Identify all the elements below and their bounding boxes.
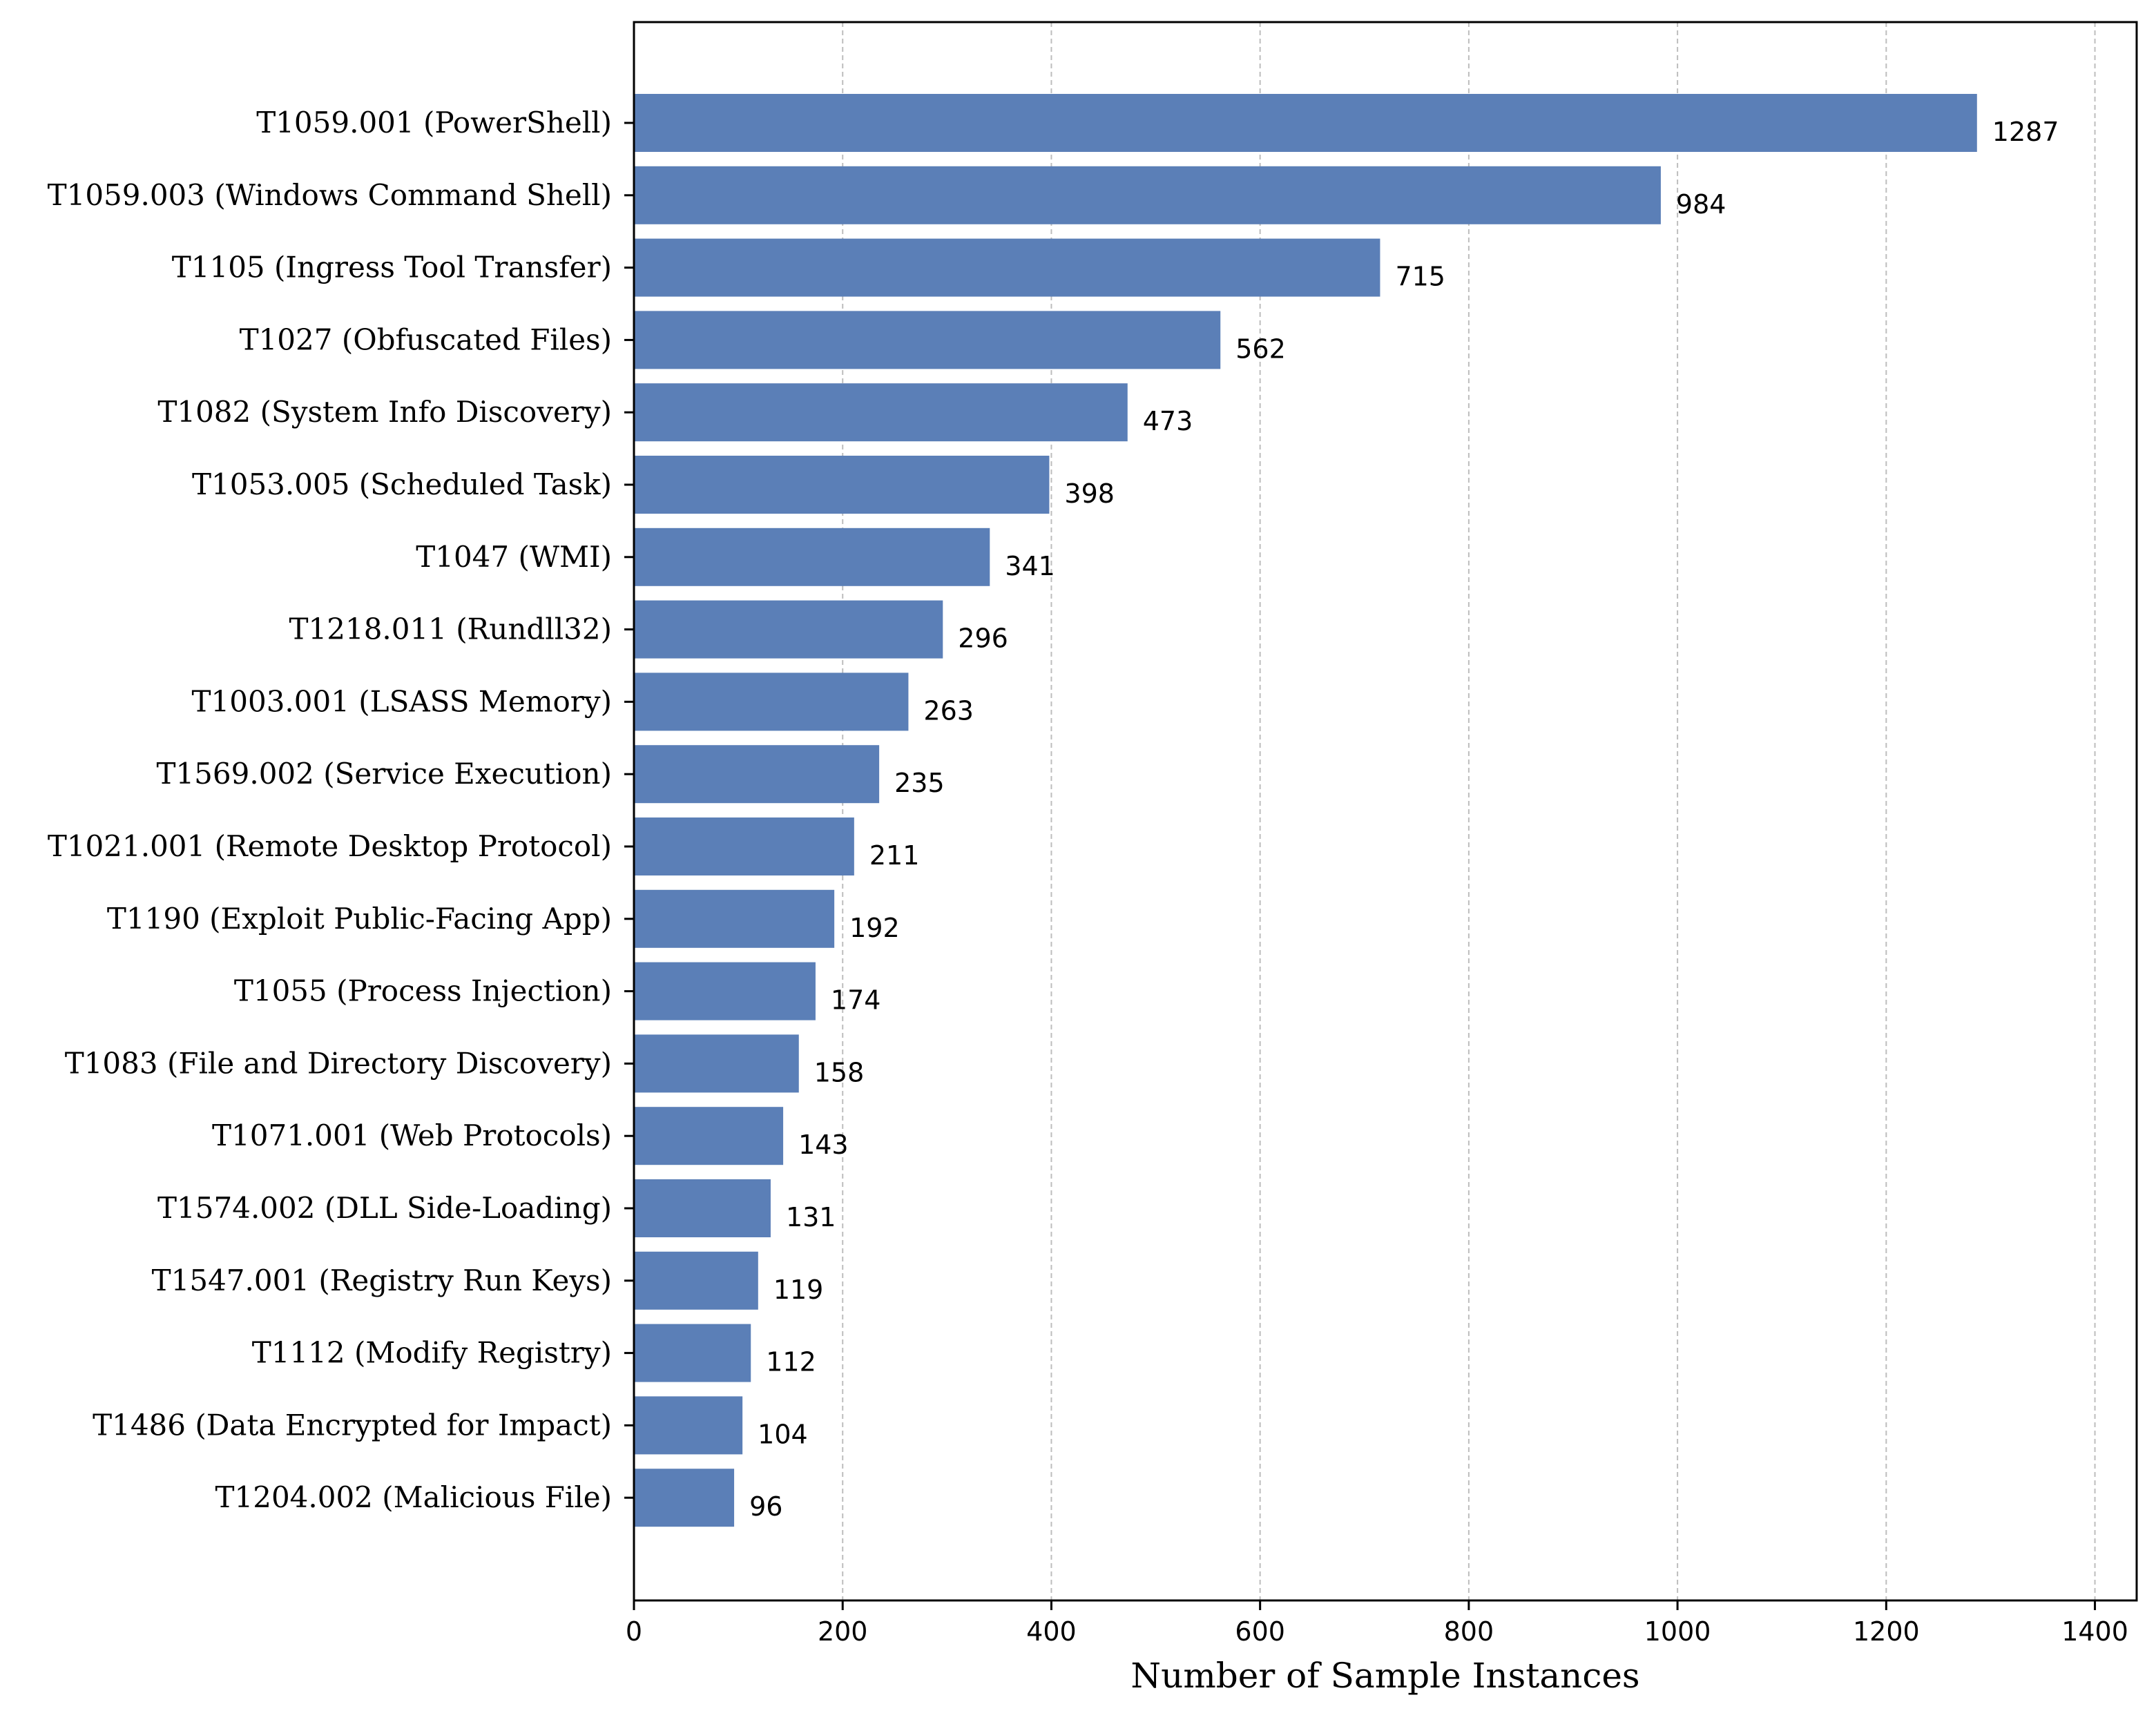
bars <box>634 94 1977 1527</box>
category-label: T1547.001 (Registry Run Keys) <box>152 1264 612 1297</box>
bar <box>634 528 990 586</box>
bar <box>634 311 1221 369</box>
category-label: T1071.001 (Web Protocols) <box>212 1119 612 1152</box>
x-axis-ticks: 0 200 400 600 800 1000 1200 1400 <box>626 1600 2128 1647</box>
value-label: 1287 <box>1992 117 2059 147</box>
category-labels: T1059.001 (PowerShell) T1059.003 (Windows… <box>48 106 634 1514</box>
value-label: 296 <box>958 623 1008 654</box>
category-label: T1055 (Process Injection) <box>234 974 612 1008</box>
x-axis-title: Number of Sample Instances <box>1130 1656 1639 1696</box>
category-label: T1190 (Exploit Public-Facing App) <box>107 902 612 936</box>
category-label: T1003.001 (LSASS Memory) <box>192 684 612 718</box>
bar <box>634 600 943 659</box>
category-label: T1053.005 (Scheduled Task) <box>192 467 612 501</box>
x-tick-label: 200 <box>818 1616 868 1647</box>
bar <box>634 817 854 875</box>
value-label: 984 <box>1676 189 1726 220</box>
bar <box>634 1034 799 1093</box>
value-label: 96 <box>749 1491 782 1522</box>
bar <box>634 238 1380 297</box>
x-tick-label: 600 <box>1235 1616 1285 1647</box>
x-tick-label: 0 <box>626 1616 642 1647</box>
category-label: T1574.002 (DLL Side-Loading) <box>157 1191 612 1225</box>
category-label: T1082 (System Info Discovery) <box>157 395 612 429</box>
category-label: T1569.002 (Service Execution) <box>156 757 612 791</box>
category-label: T1059.001 (PowerShell) <box>256 106 612 139</box>
bar <box>634 456 1050 514</box>
x-gridlines <box>842 22 2096 1600</box>
x-tick-label: 400 <box>1026 1616 1077 1647</box>
value-label: 192 <box>849 913 900 943</box>
bar <box>634 1107 784 1165</box>
value-label: 398 <box>1064 478 1115 509</box>
x-tick-label: 1400 <box>2061 1616 2128 1647</box>
value-label: 131 <box>786 1202 836 1232</box>
bar <box>634 1469 735 1527</box>
bar <box>634 383 1128 442</box>
category-label: T1059.003 (Windows Command Shell) <box>48 178 612 212</box>
value-label: 211 <box>869 840 920 871</box>
value-label: 158 <box>814 1057 865 1087</box>
value-label: 263 <box>923 695 974 726</box>
value-label: 562 <box>1235 333 1286 364</box>
value-label: 235 <box>894 768 945 798</box>
bar <box>634 1396 743 1455</box>
x-tick-label: 1000 <box>1644 1616 1711 1647</box>
category-label: T1083 (File and Directory Discovery) <box>65 1046 612 1080</box>
value-labels: 1287 984 715 562 473 398 341 296 263 235 211 192 174… <box>749 117 2059 1522</box>
category-label: T1112 (Modify Registry) <box>252 1336 612 1370</box>
value-label: 174 <box>831 985 881 1016</box>
value-label: 473 <box>1143 406 1193 436</box>
category-label: T1218.011 (Rundll32) <box>289 612 612 646</box>
value-label: 119 <box>773 1275 824 1305</box>
x-tick-label: 800 <box>1444 1616 1494 1647</box>
bar <box>634 672 909 731</box>
category-label: T1486 (Data Encrypted for Impact) <box>93 1408 612 1442</box>
value-label: 112 <box>766 1347 816 1377</box>
bar <box>634 745 880 804</box>
value-label: 341 <box>1005 551 1055 581</box>
bar <box>634 94 1977 152</box>
category-label: T1021.001 (Remote Desktop Protocol) <box>48 829 612 863</box>
bar <box>634 1251 758 1310</box>
value-label: 715 <box>1395 262 1445 292</box>
bar <box>634 1179 771 1237</box>
bar <box>634 889 835 948</box>
value-label: 104 <box>758 1419 808 1449</box>
x-tick-label: 1200 <box>1853 1616 1920 1647</box>
bar <box>634 166 1661 224</box>
category-label: T1204.002 (Malicious File) <box>215 1480 612 1514</box>
plot-frame <box>633 21 2138 1602</box>
value-label: 143 <box>798 1130 849 1160</box>
category-label: T1047 (WMI) <box>416 540 612 574</box>
bar <box>634 962 816 1020</box>
bar <box>634 1324 751 1382</box>
category-label: T1027 (Obfuscated Files) <box>240 322 612 356</box>
category-label: T1105 (Ingress Tool Transfer) <box>172 251 612 284</box>
